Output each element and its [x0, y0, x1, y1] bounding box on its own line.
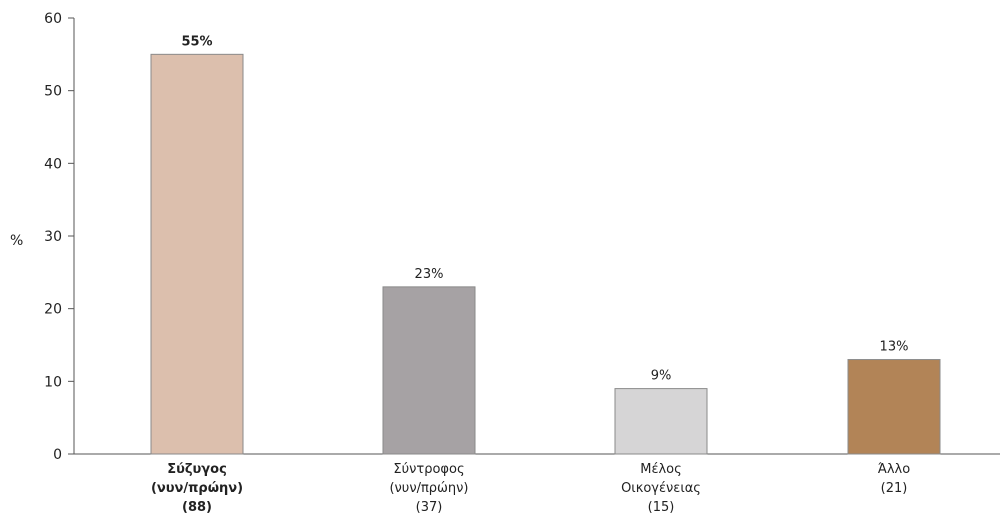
x-tick-label: (88) — [182, 500, 212, 515]
chart-bars — [150, 53, 941, 455]
x-tick-label: (νυν/πρώην) — [389, 481, 468, 496]
bar — [614, 388, 708, 455]
data-label: 9% — [651, 369, 672, 384]
bar — [150, 53, 244, 455]
data-label: 55% — [181, 34, 212, 49]
y-tick-label: 20 — [44, 302, 62, 318]
x-tick-label: (21) — [881, 481, 908, 496]
x-tick-label: (37) — [416, 500, 443, 515]
x-tick-label: Άλλο — [878, 462, 910, 477]
x-tick-label: Μέλος — [640, 462, 682, 477]
bar — [382, 286, 476, 455]
x-tick-label: (15) — [648, 500, 675, 515]
x-tick-label: Οικογένειας — [621, 481, 701, 496]
data-label: 13% — [880, 340, 909, 355]
y-tick-label: 60 — [44, 11, 62, 27]
x-tick-label: (νυν/πρώην) — [151, 481, 243, 496]
y-axis-label: % — [10, 233, 23, 249]
y-tick-label: 0 — [53, 447, 62, 463]
bar — [847, 359, 941, 455]
y-tick-label: 10 — [44, 374, 62, 390]
y-tick-label: 40 — [44, 156, 62, 172]
chart-labels: 55% Σύζυγος (νυν/πρώην) (88) 23% Σύντροφος (νυ… — [151, 34, 910, 515]
data-label: 23% — [415, 267, 444, 282]
y-tick-label: 30 — [44, 229, 62, 245]
x-tick-label: Σύντροφος — [393, 462, 464, 477]
x-tick-label: Σύζυγος — [167, 462, 227, 477]
y-tick-label: 50 — [44, 84, 62, 100]
